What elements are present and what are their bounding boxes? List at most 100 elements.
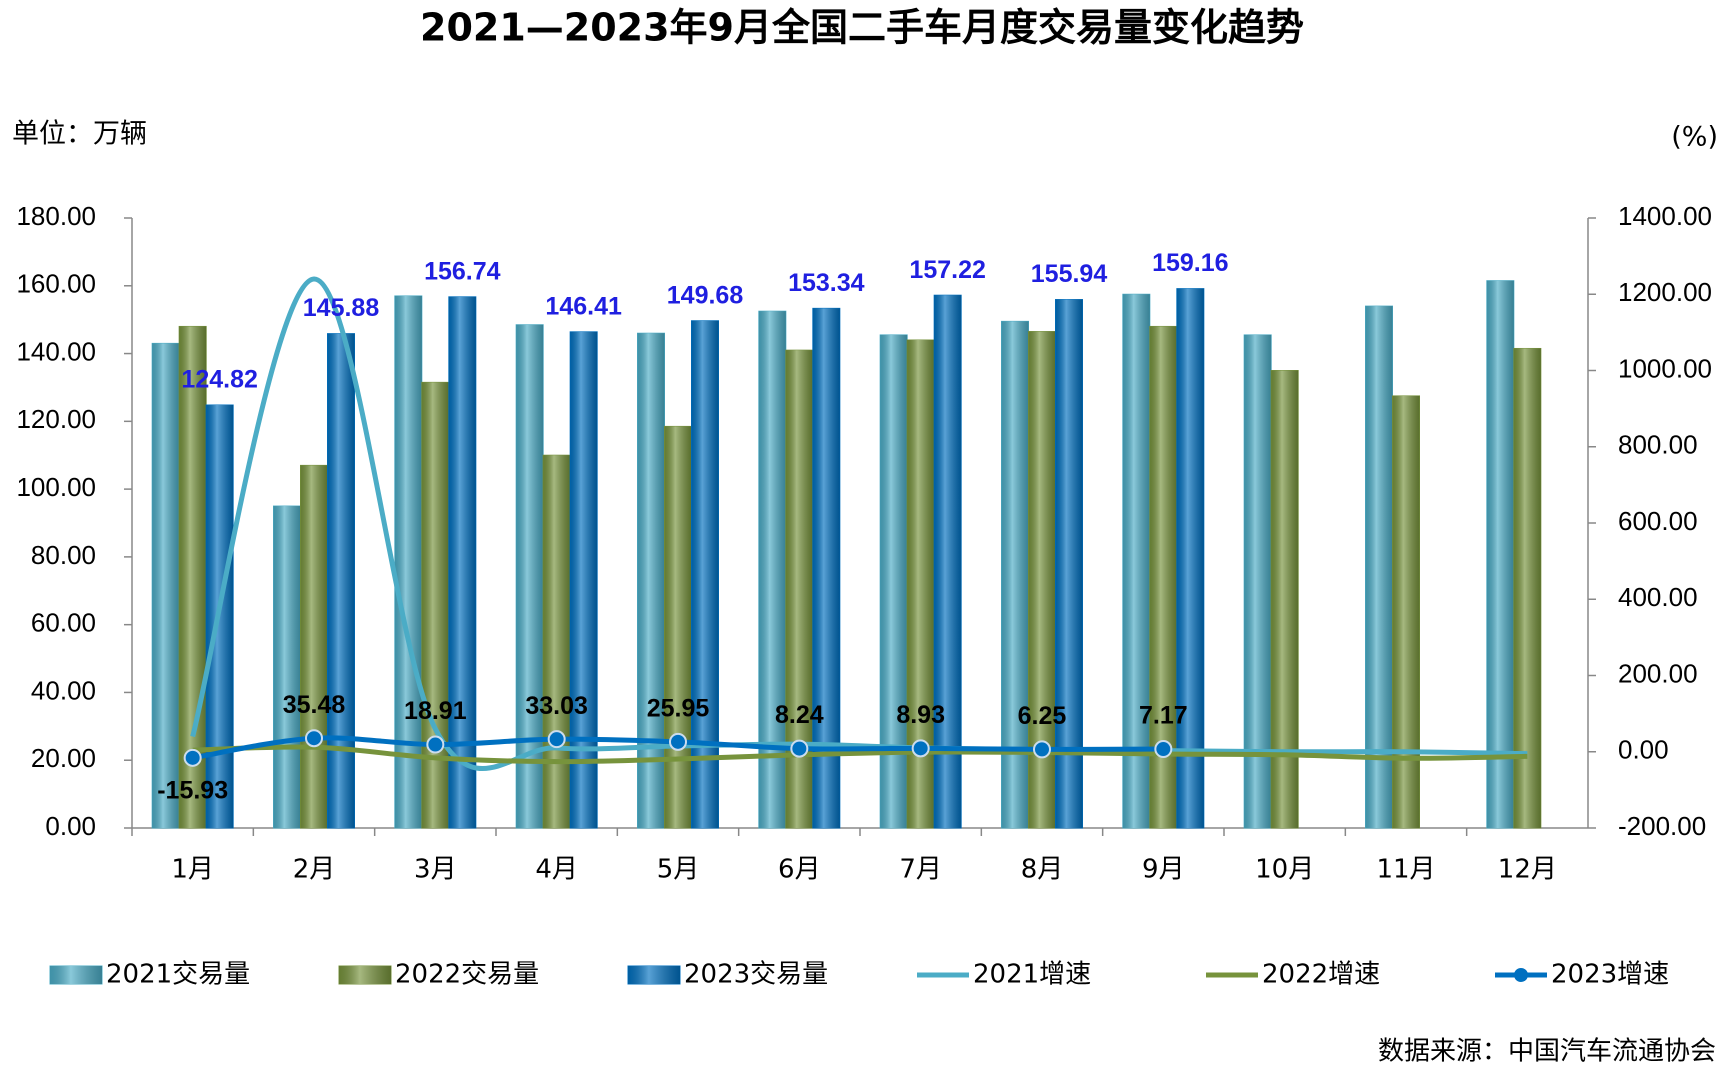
legend-label: 2023交易量 — [684, 960, 828, 990]
chart-title: 2021—2023年9月全国二手车月度交易量变化趋势 — [420, 6, 1304, 50]
legend-label: 2021增速 — [973, 960, 1091, 990]
data-label: 157.22 — [909, 256, 985, 284]
line-marker — [911, 739, 930, 758]
bar-shine — [1244, 334, 1272, 828]
y2-tick-label: 0.00 — [1618, 735, 1669, 765]
x-tick-label: 8月 — [1021, 855, 1064, 885]
y2-tick-label: -200.00 — [1618, 811, 1706, 841]
y-tick-label: 120.00 — [16, 404, 96, 434]
bar-shine — [758, 311, 786, 828]
x-tick-label: 4月 — [535, 855, 578, 885]
data-label: 149.68 — [667, 281, 744, 309]
bar-shine — [570, 331, 598, 828]
y2-tick-label: 200.00 — [1618, 658, 1698, 688]
x-tick-label: 2月 — [293, 855, 336, 885]
bar-shine — [1392, 395, 1420, 828]
data-label: 25.95 — [647, 694, 710, 722]
x-tick-label: 3月 — [414, 855, 457, 885]
data-label: 156.74 — [424, 257, 501, 285]
x-tick-label: 1月 — [171, 855, 214, 885]
data-label: 18.91 — [404, 697, 467, 725]
x-tick-label: 9月 — [1142, 855, 1185, 885]
legend-label: 2022交易量 — [395, 960, 539, 990]
bar-shine — [394, 295, 422, 828]
data-label: 145.88 — [303, 294, 380, 322]
legend-swatch-shine — [339, 966, 391, 984]
bar-shine — [1271, 370, 1299, 828]
y-tick-label: 140.00 — [16, 336, 96, 366]
y2-tick-label: 800.00 — [1618, 430, 1698, 460]
x-tick-label: 5月 — [657, 855, 700, 885]
unit-label: 单位：万辆 — [12, 119, 147, 150]
data-label: -15.93 — [157, 776, 228, 804]
line-marker — [790, 739, 809, 758]
data-label: 7.17 — [1139, 702, 1188, 730]
x-tick-label: 6月 — [778, 855, 821, 885]
line-marker — [669, 732, 687, 751]
legend-swatch-shine — [50, 966, 102, 984]
y-tick-label: 60.00 — [31, 608, 96, 638]
bar-shine — [543, 455, 571, 828]
y2-tick-label: 1200.00 — [1618, 277, 1712, 307]
data-label: 8.93 — [896, 701, 945, 729]
data-label: 159.16 — [1152, 249, 1228, 277]
y-tick-label: 160.00 — [16, 269, 96, 299]
x-tick-label: 10月 — [1255, 855, 1314, 885]
data-label: 155.94 — [1031, 260, 1108, 288]
bar-shine — [448, 296, 476, 828]
y-tick-label: 40.00 — [31, 675, 96, 705]
bar-shine — [934, 295, 962, 829]
data-label: 8.24 — [775, 701, 824, 729]
bar-shine — [691, 320, 719, 828]
bar-shine — [152, 343, 180, 828]
data-label: 153.34 — [788, 269, 865, 297]
y2-axis-label: (%) — [1671, 122, 1718, 153]
y2-tick-label: 1000.00 — [1618, 353, 1712, 383]
legend-marker — [1514, 968, 1528, 982]
bar-shine — [300, 465, 328, 828]
y-tick-label: 0.00 — [45, 811, 96, 841]
source-note: 数据来源：中国汽车流通协会 — [1378, 1037, 1716, 1067]
bar-shine — [1122, 294, 1150, 828]
x-tick-label: 12月 — [1498, 855, 1557, 885]
bar-shine — [1001, 321, 1029, 828]
line-marker — [1154, 740, 1173, 759]
y-tick-label: 20.00 — [31, 743, 96, 773]
legend-label: 2023增速 — [1551, 960, 1669, 990]
data-label: 146.41 — [545, 292, 622, 320]
y2-tick-label: 600.00 — [1618, 506, 1698, 536]
line — [192, 744, 1528, 765]
bar-shine — [273, 506, 301, 828]
data-label: 124.82 — [181, 366, 257, 394]
y-tick-label: 100.00 — [16, 472, 96, 502]
bar-shine — [1365, 306, 1393, 829]
bar-shine — [1513, 348, 1541, 828]
bar-shine — [1486, 280, 1514, 828]
bar-shine — [1055, 299, 1083, 829]
bar-shine — [327, 333, 355, 828]
bar-shine — [812, 308, 840, 828]
x-tick-label: 7月 — [899, 855, 942, 885]
y-tick-label: 180.00 — [16, 201, 96, 231]
y2-tick-label: 400.00 — [1618, 582, 1698, 612]
legend-label: 2022增速 — [1262, 960, 1380, 990]
data-label: 35.48 — [283, 691, 346, 719]
line-marker — [1033, 740, 1051, 759]
y-tick-label: 80.00 — [31, 540, 96, 570]
legend-swatch-shine — [628, 966, 680, 984]
line-marker — [305, 729, 323, 748]
line-marker — [183, 748, 202, 767]
line-marker — [426, 735, 445, 754]
bar-shine — [1176, 288, 1204, 828]
data-label: 33.03 — [525, 692, 588, 720]
bar-shine — [637, 333, 665, 828]
bar-shine — [421, 382, 449, 828]
x-tick-label: 11月 — [1376, 855, 1435, 885]
line — [190, 276, 1528, 772]
bar-shine — [179, 326, 207, 828]
bar-shine — [516, 324, 544, 828]
legend-label: 2021交易量 — [106, 960, 250, 990]
line-marker — [547, 730, 566, 749]
y2-tick-label: 1400.00 — [1618, 201, 1712, 231]
